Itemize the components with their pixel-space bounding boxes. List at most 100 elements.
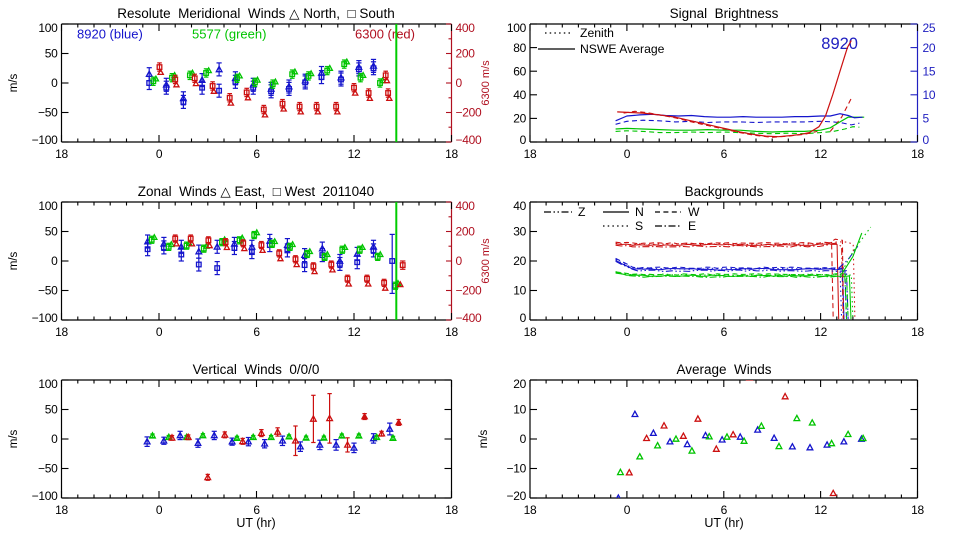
svg-text:0: 0 xyxy=(456,76,463,90)
svg-text:60: 60 xyxy=(513,64,526,78)
svg-text:18: 18 xyxy=(55,503,68,517)
svg-text:12: 12 xyxy=(348,147,361,161)
svg-text:8920: 8920 xyxy=(821,35,858,53)
svg-text:18: 18 xyxy=(911,503,924,517)
svg-text:Average Winds: Average Winds xyxy=(676,362,771,377)
svg-text:W: W xyxy=(688,205,700,219)
svg-text:−50: −50 xyxy=(38,284,58,298)
svg-text:Zonal Winds △ East, □ West: Zonal Winds △ East, □ West 2011040 xyxy=(138,184,374,199)
svg-text:−100: −100 xyxy=(32,311,58,325)
svg-text:10: 10 xyxy=(513,403,526,417)
svg-text:0: 0 xyxy=(156,503,163,517)
svg-text:N: N xyxy=(635,205,644,219)
svg-text:6: 6 xyxy=(253,147,260,161)
svg-text:6: 6 xyxy=(253,325,260,339)
svg-text:−100: −100 xyxy=(32,133,58,147)
svg-text:5577 (green): 5577 (green) xyxy=(192,27,266,42)
svg-text:−100: −100 xyxy=(32,489,58,503)
svg-text:100: 100 xyxy=(38,377,58,391)
svg-text:18: 18 xyxy=(445,325,458,339)
svg-text:−50: −50 xyxy=(38,106,58,120)
svg-text:m/s: m/s xyxy=(478,429,490,448)
svg-text:−400: −400 xyxy=(456,133,482,147)
svg-text:0: 0 xyxy=(156,147,163,161)
svg-text:20: 20 xyxy=(513,254,526,268)
svg-text:18: 18 xyxy=(524,147,537,161)
svg-text:18: 18 xyxy=(911,325,924,339)
svg-text:100: 100 xyxy=(507,21,527,35)
svg-text:100: 100 xyxy=(38,199,58,213)
svg-text:−20: −20 xyxy=(507,489,527,503)
svg-text:100: 100 xyxy=(38,21,58,35)
svg-text:0: 0 xyxy=(624,503,631,517)
svg-text:Vertical Winds 0/0/0: Vertical Winds 0/0/0 xyxy=(193,362,320,377)
svg-text:6: 6 xyxy=(721,325,728,339)
svg-text:0: 0 xyxy=(520,311,527,325)
svg-text:18: 18 xyxy=(445,147,458,161)
svg-text:18: 18 xyxy=(524,325,537,339)
svg-text:UT (hr): UT (hr) xyxy=(236,516,275,530)
svg-text:−50: −50 xyxy=(38,462,58,476)
svg-text:18: 18 xyxy=(55,325,68,339)
svg-text:6: 6 xyxy=(721,147,728,161)
svg-text:0: 0 xyxy=(624,147,631,161)
svg-text:0: 0 xyxy=(51,76,58,90)
svg-text:m/s: m/s xyxy=(8,429,20,448)
svg-text:20: 20 xyxy=(923,41,936,55)
svg-text:Z: Z xyxy=(578,205,586,219)
svg-text:50: 50 xyxy=(45,47,58,61)
svg-text:UT (hr): UT (hr) xyxy=(704,516,743,530)
svg-text:0: 0 xyxy=(51,254,58,268)
svg-text:10: 10 xyxy=(513,284,526,298)
svg-text:30: 30 xyxy=(513,225,526,239)
svg-text:40: 40 xyxy=(513,199,526,213)
svg-text:18: 18 xyxy=(445,503,458,517)
svg-text:200: 200 xyxy=(456,225,476,239)
svg-text:6300 m/s: 6300 m/s xyxy=(480,238,492,284)
svg-text:5: 5 xyxy=(923,112,930,126)
svg-text:400: 400 xyxy=(456,199,476,213)
svg-text:50: 50 xyxy=(45,225,58,239)
svg-text:0: 0 xyxy=(624,325,631,339)
svg-text:−400: −400 xyxy=(456,311,482,325)
svg-text:0: 0 xyxy=(456,254,463,268)
svg-text:−200: −200 xyxy=(456,284,482,298)
svg-text:E: E xyxy=(688,219,696,233)
svg-text:0: 0 xyxy=(156,325,163,339)
svg-text:40: 40 xyxy=(513,88,526,102)
svg-text:0: 0 xyxy=(520,133,527,147)
svg-text:12: 12 xyxy=(814,325,827,339)
svg-text:0: 0 xyxy=(520,432,527,446)
svg-text:0: 0 xyxy=(923,133,930,147)
svg-text:Backgrounds: Backgrounds xyxy=(685,184,764,199)
svg-text:−10: −10 xyxy=(507,462,527,476)
svg-text:50: 50 xyxy=(45,403,58,417)
svg-text:6300 m/s: 6300 m/s xyxy=(480,60,492,106)
svg-text:Resolute Meridional Winds △: Resolute Meridional Winds △ North, □ Sou… xyxy=(117,6,394,21)
svg-text:S: S xyxy=(635,219,643,233)
svg-text:6: 6 xyxy=(253,503,260,517)
svg-text:12: 12 xyxy=(348,325,361,339)
svg-text:18: 18 xyxy=(524,503,537,517)
svg-text:m/s: m/s xyxy=(8,251,20,270)
svg-text:18: 18 xyxy=(911,147,924,161)
svg-text:NSWE Average: NSWE Average xyxy=(580,42,665,56)
svg-text:0: 0 xyxy=(51,432,58,446)
svg-text:18: 18 xyxy=(55,147,68,161)
svg-text:20: 20 xyxy=(513,112,526,126)
svg-text:25: 25 xyxy=(923,21,936,35)
svg-text:400: 400 xyxy=(456,21,476,35)
svg-text:12: 12 xyxy=(814,503,827,517)
svg-text:20: 20 xyxy=(513,377,526,391)
svg-text:8920 (blue): 8920 (blue) xyxy=(77,27,143,42)
svg-text:80: 80 xyxy=(513,41,526,55)
svg-text:12: 12 xyxy=(814,147,827,161)
svg-text:10: 10 xyxy=(923,88,936,102)
svg-text:−200: −200 xyxy=(456,106,482,120)
svg-text:m/s: m/s xyxy=(8,73,20,92)
svg-text:15: 15 xyxy=(923,64,936,78)
svg-text:200: 200 xyxy=(456,47,476,61)
svg-text:12: 12 xyxy=(348,503,361,517)
svg-text:Signal Brightness: Signal Brightness xyxy=(670,6,779,21)
svg-text:6300 (red): 6300 (red) xyxy=(355,27,415,42)
